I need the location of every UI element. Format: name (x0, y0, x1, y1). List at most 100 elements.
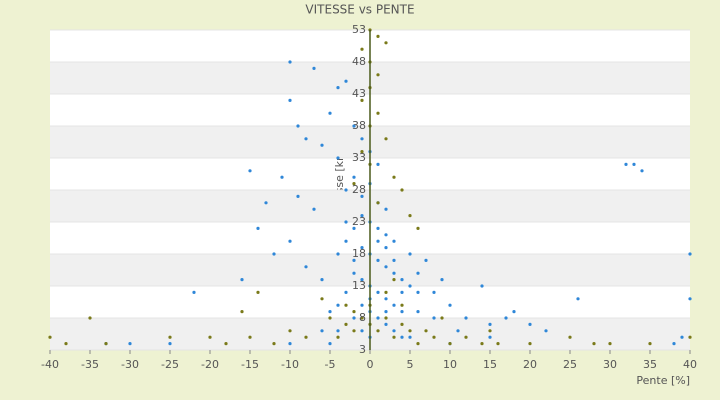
x-tick-label: -40 (41, 358, 59, 371)
point (384, 137, 388, 141)
x-tick-label: -15 (241, 358, 259, 371)
point (528, 342, 532, 346)
point (592, 342, 596, 346)
point (128, 342, 132, 346)
point (344, 290, 348, 294)
point (496, 342, 500, 346)
point (64, 342, 68, 346)
point (680, 335, 684, 339)
point (304, 137, 308, 141)
x-tick-label: 20 (523, 358, 537, 371)
point (360, 329, 364, 333)
point (280, 175, 284, 179)
point (392, 335, 396, 339)
point (360, 194, 364, 198)
point (688, 335, 692, 339)
point (288, 342, 292, 346)
point (320, 297, 324, 301)
point (408, 252, 412, 256)
point (312, 66, 316, 70)
point (272, 252, 276, 256)
point (376, 226, 380, 230)
point (248, 169, 252, 173)
point (480, 342, 484, 346)
x-axis-label: Pente [%] (636, 374, 690, 387)
point (688, 252, 692, 256)
point (344, 239, 348, 243)
point (528, 322, 532, 326)
point (344, 322, 348, 326)
point (464, 335, 468, 339)
y-tick-label: 3 (359, 343, 366, 356)
point (608, 342, 612, 346)
point (288, 98, 292, 102)
x-tick-label: -25 (161, 358, 179, 371)
point (376, 258, 380, 262)
point (288, 329, 292, 333)
point (400, 335, 404, 339)
point (304, 335, 308, 339)
point (256, 290, 260, 294)
point (352, 271, 356, 275)
point (328, 111, 332, 115)
point (360, 246, 364, 250)
point (392, 258, 396, 262)
point (480, 284, 484, 288)
point (400, 303, 404, 307)
point (384, 310, 388, 314)
point (352, 226, 356, 230)
point (240, 310, 244, 314)
x-tick-label: 25 (563, 358, 577, 371)
x-tick-label: 40 (683, 358, 697, 371)
point (624, 162, 628, 166)
point (336, 156, 340, 160)
point (328, 310, 332, 314)
x-tick-label: -35 (81, 358, 99, 371)
point (400, 278, 404, 282)
point (376, 316, 380, 320)
point (392, 278, 396, 282)
point (688, 297, 692, 301)
point (360, 47, 364, 51)
point (568, 335, 572, 339)
x-tick-label: 5 (407, 358, 414, 371)
point (392, 175, 396, 179)
point (448, 303, 452, 307)
point (168, 342, 172, 346)
point (424, 258, 428, 262)
point (272, 342, 276, 346)
y-tick-label: 18 (352, 247, 366, 260)
point (384, 322, 388, 326)
point (416, 290, 420, 294)
point (240, 278, 244, 282)
point (400, 188, 404, 192)
point (288, 239, 292, 243)
point (208, 335, 212, 339)
point (360, 98, 364, 102)
point (640, 169, 644, 173)
y-tick-label: 53 (352, 23, 366, 36)
x-tick-label: 30 (603, 358, 617, 371)
point (384, 233, 388, 237)
point (376, 162, 380, 166)
x-tick-label: 10 (443, 358, 457, 371)
point (376, 201, 380, 205)
point (336, 335, 340, 339)
point (512, 310, 516, 314)
point (376, 34, 380, 39)
y-tick-label: 13 (352, 279, 366, 292)
point (344, 303, 348, 307)
point (648, 342, 652, 346)
point (248, 335, 252, 339)
point (360, 303, 364, 307)
point (448, 342, 452, 346)
point (376, 111, 380, 115)
y-tick-label: 8 (359, 311, 366, 324)
point (400, 310, 404, 314)
y-tick-label: 48 (352, 55, 366, 68)
point (288, 60, 292, 64)
point (256, 226, 260, 230)
point (672, 342, 676, 346)
point (360, 316, 364, 320)
point (432, 290, 436, 294)
